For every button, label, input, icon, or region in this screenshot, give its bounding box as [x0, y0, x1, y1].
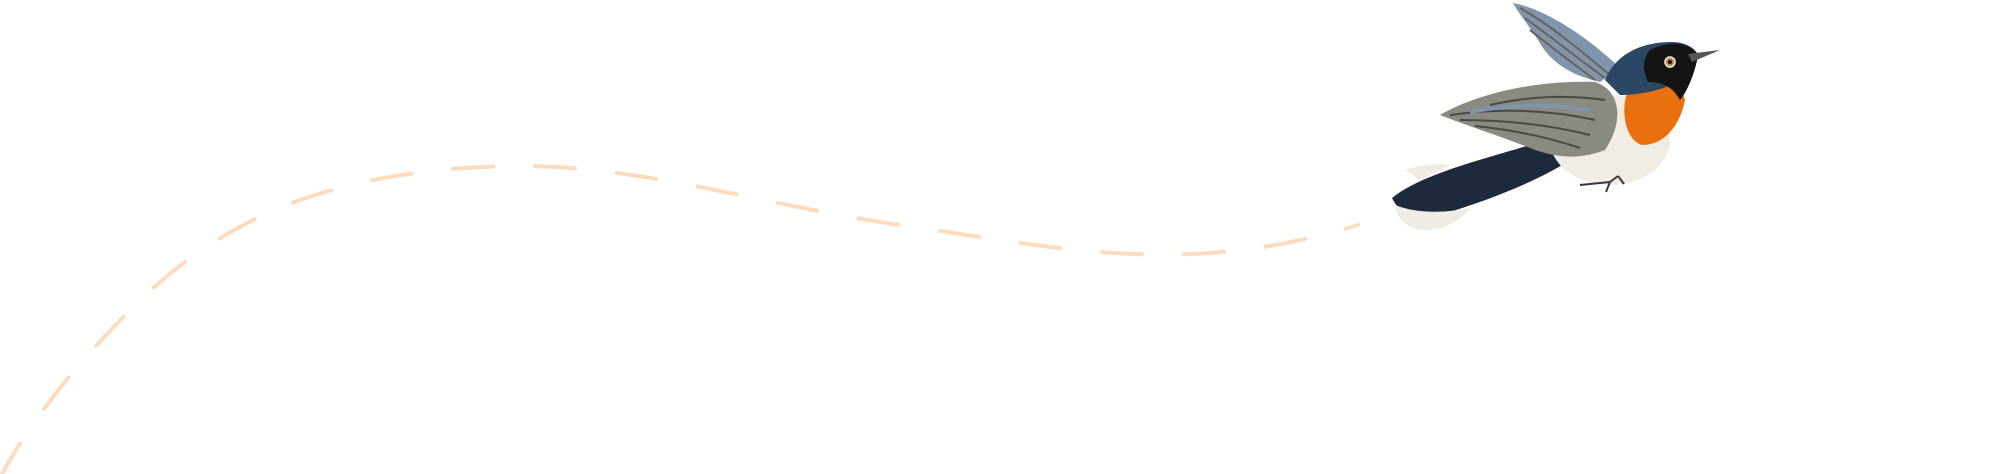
pupil [1668, 60, 1672, 64]
tail-white-tips [1395, 205, 1470, 231]
lower-wing [1440, 81, 1618, 157]
tail [1392, 145, 1570, 218]
beak [1688, 50, 1720, 62]
flight-path-line [0, 163, 1360, 474]
tail-white-top [1405, 164, 1450, 180]
black-mask [1644, 43, 1698, 100]
feet [1579, 175, 1625, 193]
lower-wing-blue [1469, 103, 1591, 114]
bird-illustration [1392, 3, 1720, 231]
throat-orange [1624, 81, 1685, 145]
lower-wing-feathers [1449, 96, 1606, 149]
upper-wing-shade [1519, 7, 1611, 81]
